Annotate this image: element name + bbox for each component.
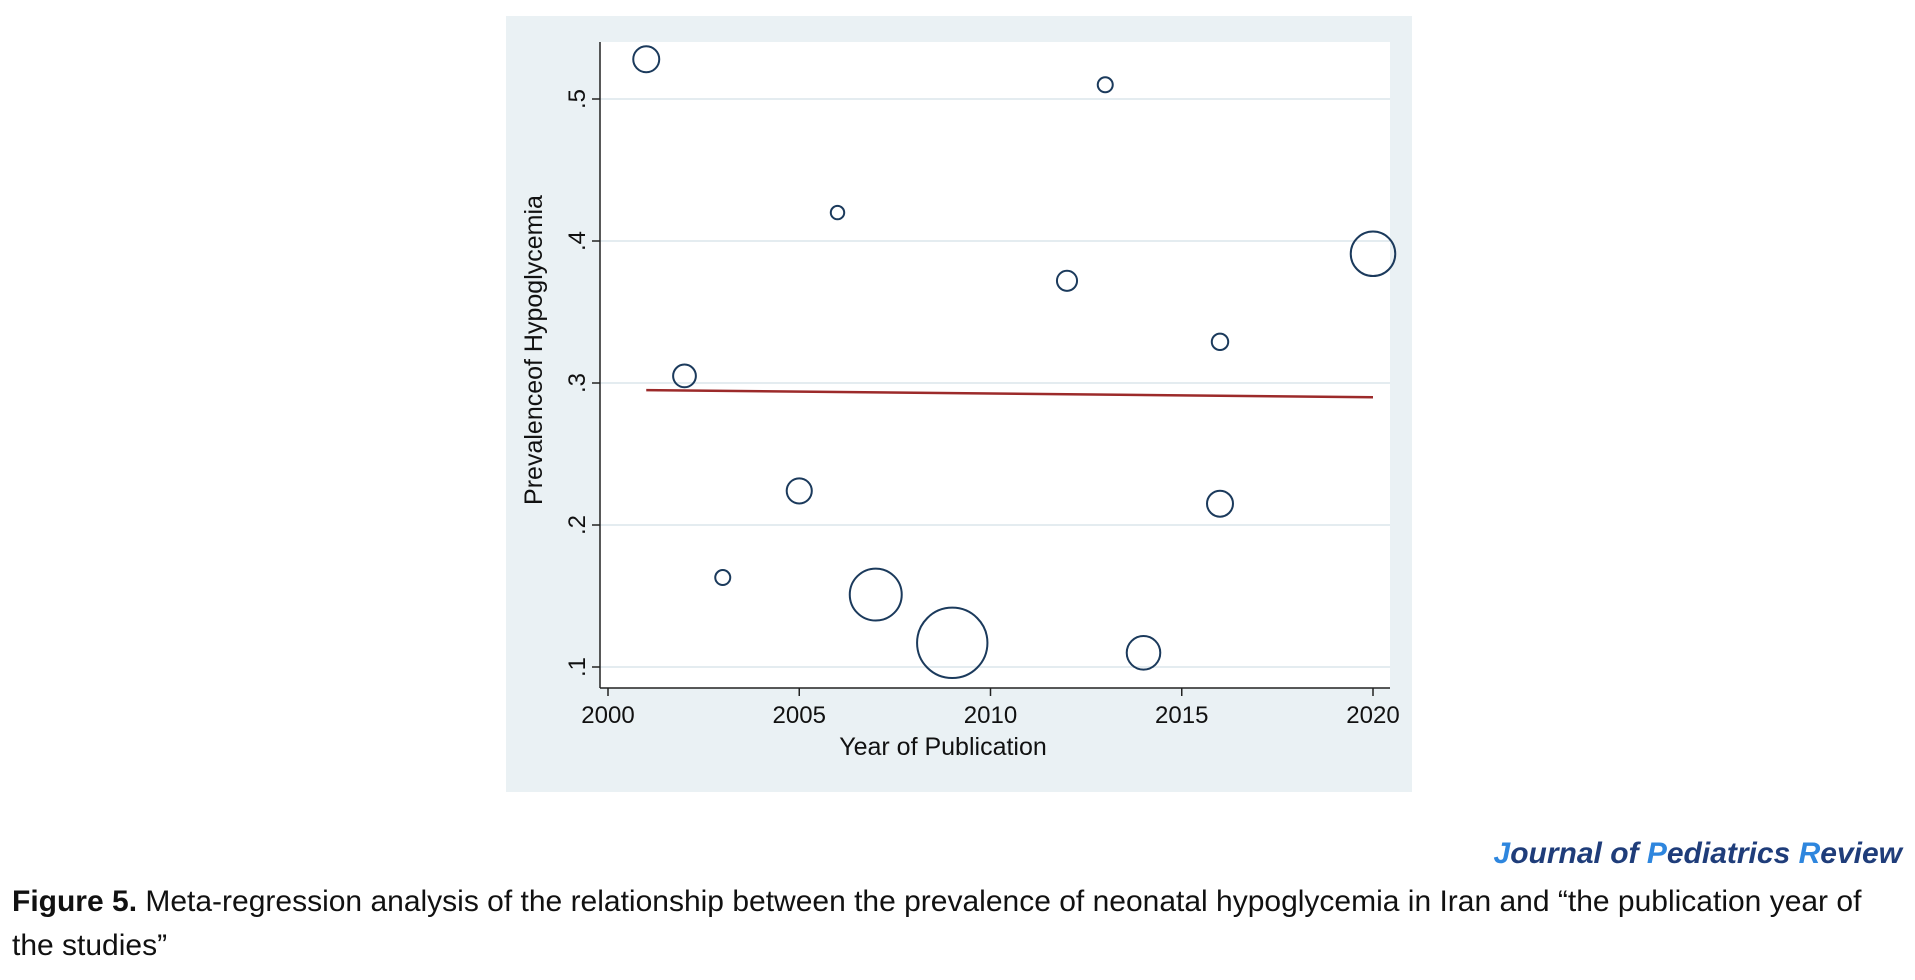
plot-area [600, 42, 1390, 688]
y-tick-labels: .1 .2 .3 .4 .5 [564, 89, 591, 677]
axes [592, 42, 1390, 696]
x-tick-label: 2005 [773, 702, 826, 729]
x-tick-label: 2015 [1155, 702, 1208, 729]
gridlines [600, 98, 1390, 668]
data-point [632, 45, 661, 74]
y-axis-title: Prevalenceof Hypoglycemia [520, 195, 548, 505]
chart-panel: .1 .2 .3 .4 .5 2000 2005 2010 2015 2020 Year of … [506, 16, 1412, 792]
journal-word-1: ournal of [1510, 837, 1647, 870]
points-layer [632, 45, 1397, 680]
data-point [785, 477, 813, 505]
caption-text: Meta-regression analysis of the relation… [12, 885, 1862, 962]
x-tick-label: 2000 [581, 702, 634, 729]
data-point [829, 204, 846, 221]
data-point [1206, 489, 1234, 518]
data-point [672, 363, 697, 389]
journal-initial-p: P [1646, 837, 1667, 870]
y-tick-label: .2 [564, 515, 591, 535]
x-tick-labels: 2000 2005 2010 2015 2020 [581, 702, 1399, 729]
journal-initial-r: R [1798, 837, 1821, 870]
fit-line-layer [646, 388, 1374, 399]
figure-label: Figure 5. [12, 885, 138, 918]
figure-caption: Figure 5. Meta-regression analysis of th… [12, 880, 1907, 968]
data-point [1210, 332, 1230, 352]
journal-word-2: ediatrics [1666, 837, 1799, 870]
data-point [916, 606, 989, 680]
data-point [1125, 635, 1162, 671]
data-point [1055, 269, 1079, 292]
y-tick-label: .5 [564, 89, 591, 109]
data-point [848, 567, 903, 622]
data-point [1096, 76, 1114, 94]
x-axis-title: Year of Publication [839, 733, 1047, 761]
journal-word-3: eview [1820, 837, 1902, 870]
data-point [714, 569, 732, 587]
y-tick-label: .4 [564, 231, 591, 251]
journal-initial-j: J [1493, 837, 1511, 870]
data-point [1349, 230, 1397, 278]
x-tick-label: 2010 [964, 702, 1017, 729]
y-tick-label: .1 [564, 657, 591, 677]
x-tick-label: 2020 [1346, 702, 1399, 729]
journal-name: Journal of Pediatrics Review [1494, 837, 1903, 871]
scatter-chart: .1 .2 .3 .4 .5 2000 2005 2010 2015 2020 Year of … [520, 42, 1400, 761]
y-tick-label: .3 [564, 373, 591, 393]
regression-line [646, 388, 1374, 399]
